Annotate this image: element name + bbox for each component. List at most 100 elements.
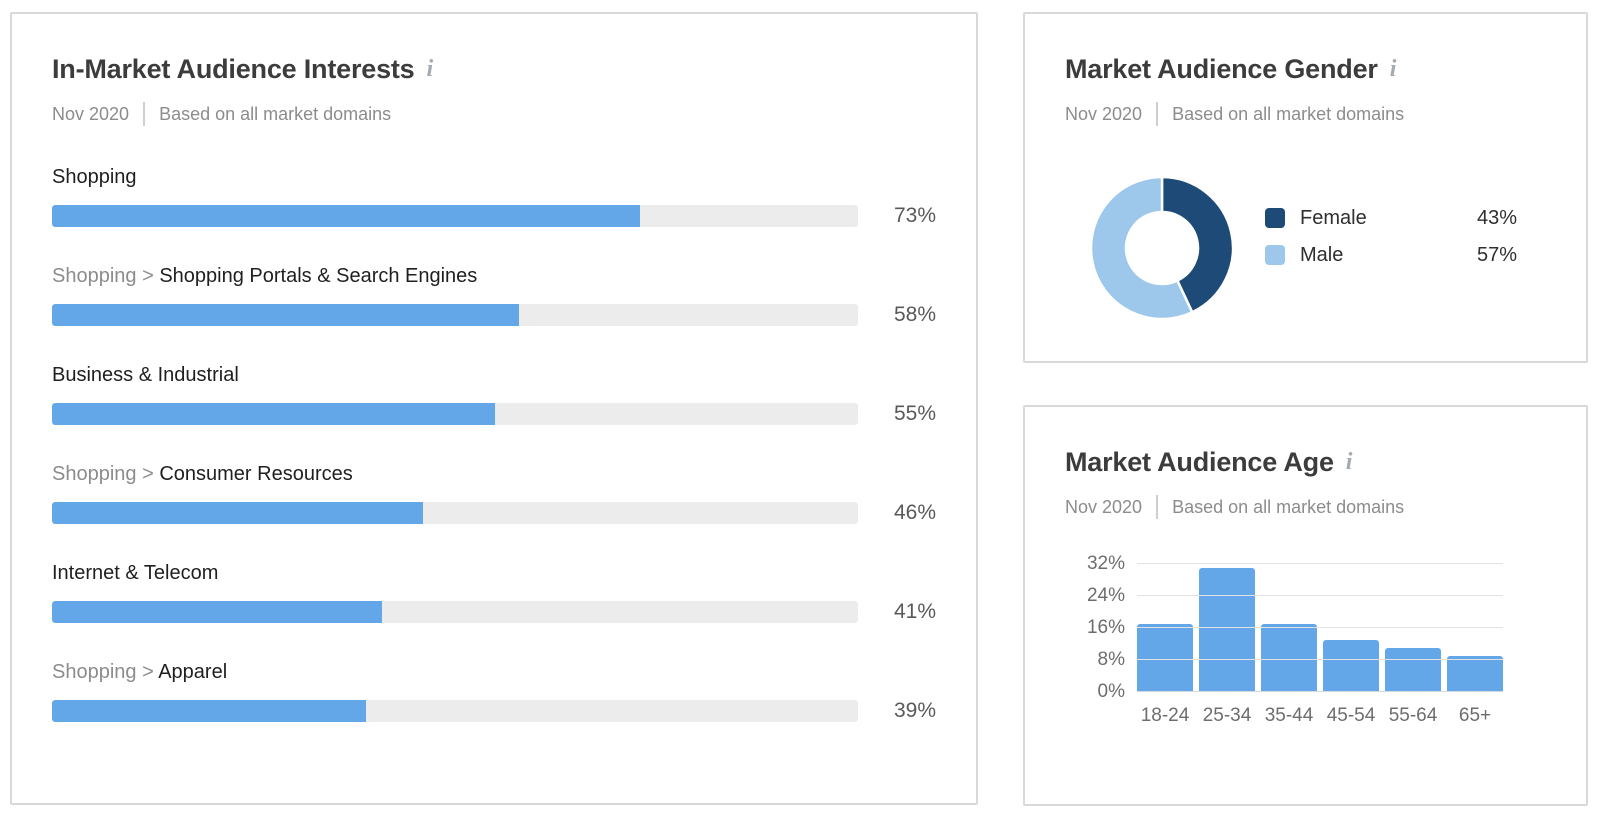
axis-baseline [1137, 691, 1503, 692]
bar-fill[interactable] [52, 700, 367, 722]
basis-label: Based on all market domains [159, 104, 392, 124]
legend-swatch-icon [1265, 208, 1285, 228]
donut-slice-female[interactable] [1160, 175, 1235, 314]
interest-label: Business & Industrial [52, 363, 936, 387]
interests-title: In-Market Audience Interests [52, 54, 415, 84]
age-bars [1137, 556, 1503, 692]
interests-panel: In-Market Audience Interests i Nov 2020 … [10, 12, 978, 805]
interest-parent-label: Shopping > [52, 265, 160, 287]
interests-header: In-Market Audience Interests i [52, 52, 936, 86]
bar-track [52, 700, 858, 722]
gender-header: Market Audience Gender i [1065, 52, 1546, 86]
subheader-divider [1156, 102, 1159, 126]
legend-value: 57% [1476, 243, 1517, 266]
date-label: Nov 2020 [1065, 104, 1143, 124]
basis-label: Based on all market domains [1172, 104, 1405, 124]
interest-row: Internet & Telecom 41% [52, 561, 936, 624]
legend-item-female[interactable]: Female 43% [1265, 204, 1517, 232]
interest-row: Shopping > Shopping Portals & Search Eng… [52, 264, 936, 327]
age-bar-35-44[interactable] [1261, 624, 1317, 692]
bar-value: 55% [893, 402, 936, 425]
y-tick-label: 32% [1086, 553, 1125, 574]
gender-panel: Market Audience Gender i Nov 2020 Based … [1023, 12, 1588, 363]
interest-label: Internet & Telecom [52, 561, 936, 585]
age-bar-65+[interactable] [1447, 656, 1503, 692]
info-icon[interactable]: i [1389, 56, 1397, 82]
bar-value: 73% [893, 204, 936, 227]
interest-parent-label: Shopping > [52, 661, 159, 683]
interest-bar-line: 46% [52, 501, 936, 525]
bar-value: 41% [893, 600, 936, 623]
interest-category-label: Consumer Resources [159, 463, 353, 485]
bar-value: 58% [893, 303, 936, 326]
info-icon[interactable]: i [426, 56, 434, 82]
bar-value: 46% [893, 501, 936, 524]
age-header: Market Audience Age i [1065, 445, 1546, 479]
interest-category-label: Apparel [158, 661, 228, 683]
y-tick-label: 8% [1097, 649, 1125, 670]
interest-row: Shopping > Apparel 39% [52, 660, 936, 723]
gender-title: Market Audience Gender [1065, 54, 1378, 84]
donut-svg [1089, 175, 1235, 321]
date-label: Nov 2020 [52, 104, 130, 124]
basis-label: Based on all market domains [1172, 497, 1405, 517]
legend-swatch-icon [1265, 245, 1285, 265]
info-icon[interactable]: i [1345, 449, 1353, 475]
interests-subheader: Nov 2020 Based on all market domains [52, 102, 936, 126]
bar-track [52, 601, 858, 623]
subheader-divider [1156, 495, 1159, 519]
age-bar-chart [1137, 556, 1503, 692]
bar-fill[interactable] [52, 403, 496, 425]
bar-fill[interactable] [52, 601, 383, 623]
x-tick-label: 35-44 [1264, 705, 1314, 726]
interest-label: Shopping > Apparel [52, 660, 936, 684]
interest-label: Shopping > Shopping Portals & Search Eng… [52, 264, 936, 288]
x-tick-label: 45-54 [1326, 705, 1376, 726]
y-tick-label: 16% [1086, 617, 1125, 638]
subheader-divider [143, 102, 146, 126]
gender-donut-chart [1083, 169, 1241, 327]
interest-label: Shopping > Consumer Resources [52, 462, 936, 486]
gender-legend: Female 43% Male 57% [1265, 204, 1517, 278]
bar-fill[interactable] [52, 205, 641, 227]
age-bar-18-24[interactable] [1137, 624, 1193, 692]
interest-row: Business & Industrial 55% [52, 363, 936, 426]
interest-bar-list: Shopping 73% Shopping > Shopping Portals &… [52, 165, 936, 723]
bar-track [52, 205, 858, 227]
y-tick-label: 0% [1097, 681, 1125, 702]
interest-category-label: Shopping [52, 166, 137, 188]
legend-label: Male [1300, 243, 1344, 266]
bar-fill[interactable] [52, 502, 423, 524]
interest-bar-line: 73% [52, 204, 936, 228]
date-label: Nov 2020 [1065, 497, 1143, 517]
legend-item-male[interactable]: Male 57% [1265, 241, 1517, 269]
bar-track [52, 403, 858, 425]
bar-value: 39% [893, 699, 936, 722]
age-x-axis: 18-24 25-34 35-44 45-54 55-64 65+ [1137, 705, 1503, 727]
age-title: Market Audience Age [1065, 447, 1334, 477]
x-tick-label: 25-34 [1202, 705, 1252, 726]
donut-slice-male[interactable] [1089, 175, 1194, 321]
interest-category-label: Shopping Portals & Search Engines [159, 265, 478, 287]
legend-value: 43% [1476, 206, 1517, 229]
gridline-24 [1137, 595, 1503, 596]
age-bar-45-54[interactable] [1323, 640, 1379, 692]
age-bar-55-64[interactable] [1385, 648, 1441, 692]
y-tick-label: 24% [1086, 585, 1125, 606]
gridline-16 [1137, 627, 1503, 628]
interest-parent-label: Shopping > [52, 463, 160, 485]
interest-category-label: Business & Industrial [52, 364, 239, 386]
age-bar-25-34[interactable] [1199, 568, 1255, 692]
legend-label: Female [1300, 206, 1367, 229]
age-panel: Market Audience Age i Nov 2020 Based on … [1023, 405, 1588, 806]
bar-fill[interactable] [52, 304, 520, 326]
interest-row: Shopping 73% [52, 165, 936, 228]
interest-bar-line: 55% [52, 402, 936, 426]
gridline-32 [1137, 563, 1503, 564]
age-subheader: Nov 2020 Based on all market domains [1065, 495, 1546, 519]
x-tick-label: 55-64 [1388, 705, 1438, 726]
interest-category-label: Internet & Telecom [52, 562, 219, 584]
interest-label: Shopping [52, 165, 936, 189]
gridline-8 [1137, 659, 1503, 660]
